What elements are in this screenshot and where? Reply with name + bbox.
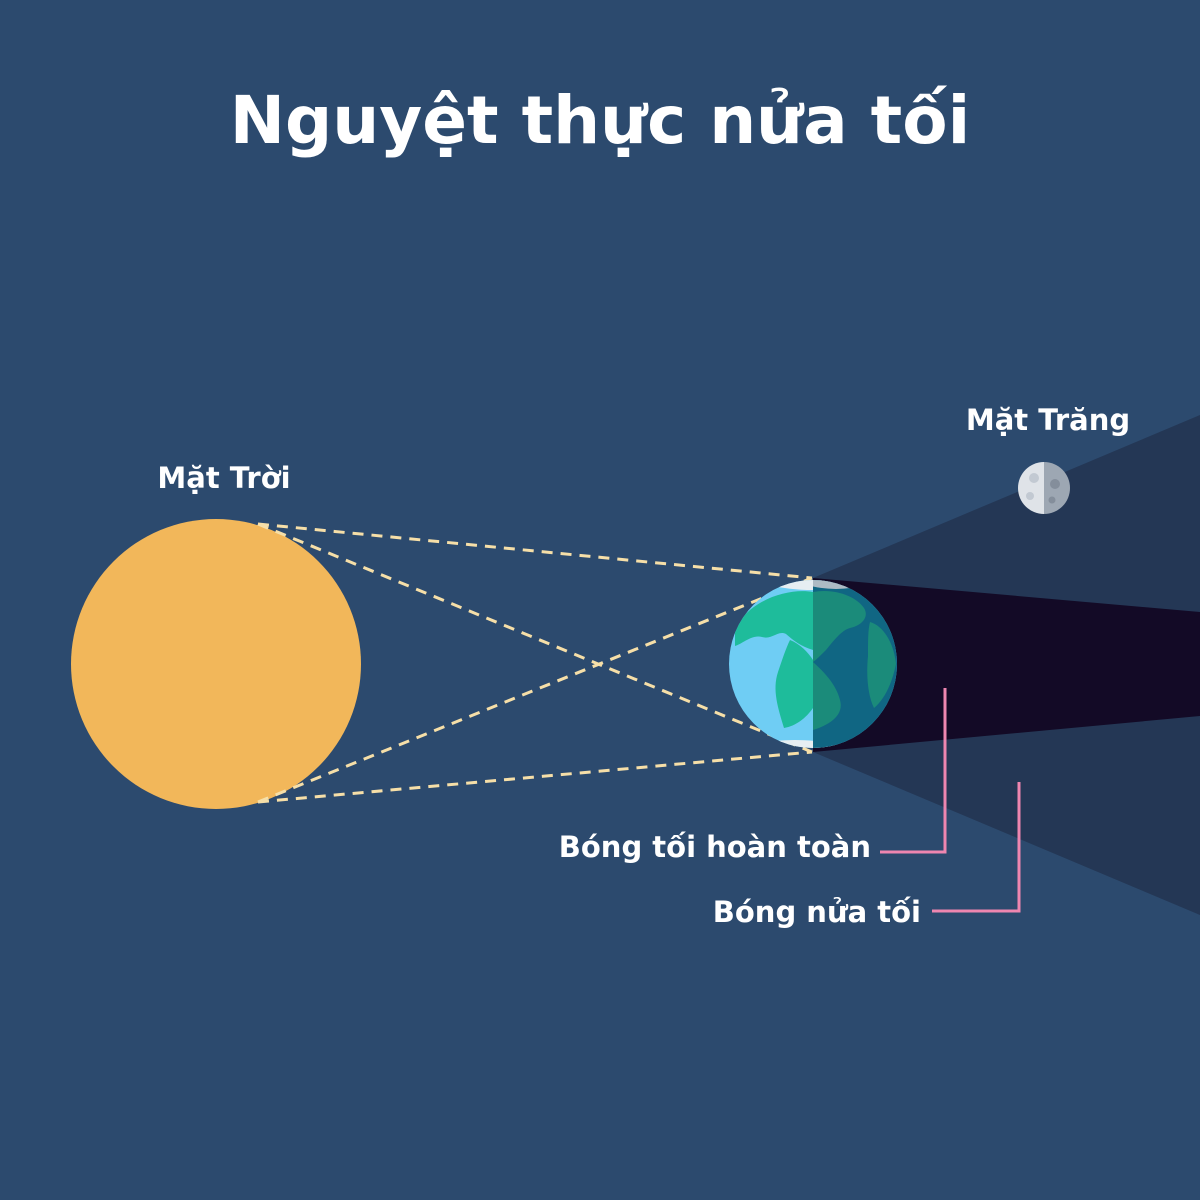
penumbra-label: Bóng nửa tối — [713, 895, 921, 929]
ray-top-cross — [257, 522, 813, 754]
umbra-label: Bóng tối hoàn toàn — [559, 830, 871, 864]
page-title: Nguyệt thực nửa tối — [230, 82, 970, 159]
light-rays — [257, 522, 813, 804]
penumbra-pointer-line — [932, 782, 1021, 913]
ray-bottom-outer — [257, 750, 813, 804]
ray-bottom-cross — [257, 576, 813, 804]
earth-icon — [729, 580, 897, 748]
umbra-pointer-line — [880, 688, 947, 854]
moon-label: Mặt Trăng — [966, 403, 1130, 437]
sun-icon — [71, 519, 361, 809]
umbra-shadow — [813, 578, 1200, 752]
ray-top-outer — [257, 522, 813, 580]
sun-label: Mặt Trời — [157, 461, 290, 495]
